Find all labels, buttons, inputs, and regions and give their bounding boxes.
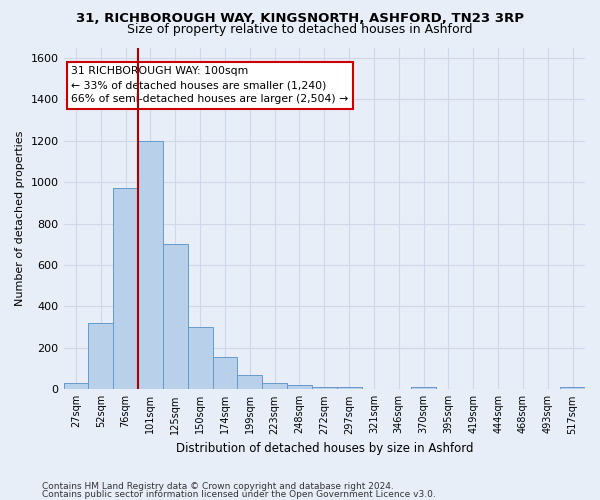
Bar (113, 188, 138, 390)
Bar (212, 357, 238, 390)
Text: Size of property relative to detached houses in Ashford: Size of property relative to detached ho… (127, 22, 473, 36)
Bar (238, 375, 262, 390)
Bar (64, 383, 88, 390)
Bar (138, 140, 163, 390)
Bar (188, 327, 212, 390)
Bar (262, 383, 287, 390)
Text: 31 RICHBOROUGH WAY: 100sqm
← 33% of detached houses are smaller (1,240)
66% of s: 31 RICHBOROUGH WAY: 100sqm ← 33% of deta… (71, 66, 349, 104)
Bar (88, 323, 113, 390)
Bar (337, 387, 362, 390)
Text: 31, RICHBOROUGH WAY, KINGSNORTH, ASHFORD, TN23 3RP: 31, RICHBOROUGH WAY, KINGSNORTH, ASHFORD… (76, 12, 524, 26)
Bar (560, 387, 585, 390)
Text: Contains HM Land Registry data © Crown copyright and database right 2024.: Contains HM Land Registry data © Crown c… (42, 482, 394, 491)
Y-axis label: Number of detached properties: Number of detached properties (15, 130, 25, 306)
Text: Contains public sector information licensed under the Open Government Licence v3: Contains public sector information licen… (42, 490, 436, 499)
Bar (312, 387, 337, 390)
Bar (287, 385, 312, 390)
Bar (163, 244, 188, 390)
X-axis label: Distribution of detached houses by size in Ashford: Distribution of detached houses by size … (176, 442, 473, 455)
Bar (411, 387, 436, 390)
